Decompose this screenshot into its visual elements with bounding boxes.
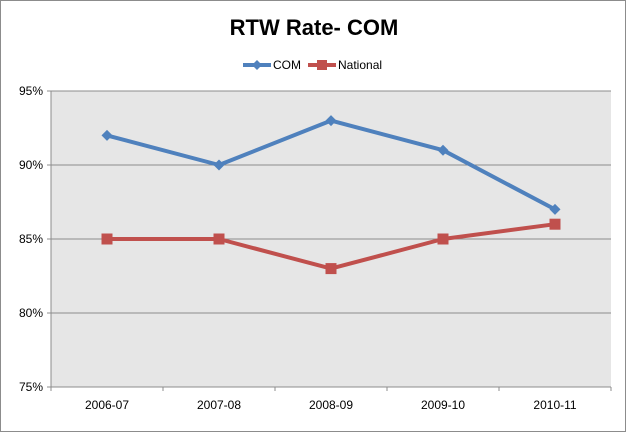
x-tick-label-1: 2007-08	[197, 398, 241, 412]
legend-label-national: National	[338, 58, 382, 72]
point-com-2	[325, 115, 337, 127]
point-com-0	[101, 129, 113, 141]
x-tick-label-3: 2009-10	[421, 398, 465, 412]
point-national-0	[101, 233, 113, 245]
x-axis-ticks: 2006-07 2007-08 2008-09 2009-10 2010-11	[50, 387, 612, 412]
chart-title: RTW Rate- COM	[230, 15, 399, 40]
x-tick-label-0: 2006-07	[85, 398, 129, 412]
series-layer	[101, 115, 561, 275]
y-tick-label-4: 95%	[19, 84, 43, 98]
y-tick-label-3: 90%	[19, 158, 43, 172]
point-national-2	[325, 263, 337, 275]
point-national-3	[437, 233, 449, 245]
y-tick-label-1: 80%	[19, 306, 43, 320]
legend-marker-national	[317, 60, 327, 70]
x-tick-label-2: 2008-09	[309, 398, 353, 412]
y-tick-label-0: 75%	[19, 380, 43, 394]
y-axis-ticks: 75% 80% 85% 90% 95%	[19, 84, 51, 394]
legend-marker-com	[252, 60, 262, 70]
legend-label-com: COM	[273, 58, 301, 72]
point-com-4	[549, 203, 561, 215]
y-tick-label-2: 85%	[19, 232, 43, 246]
point-com-1	[213, 159, 225, 171]
x-tick-label-4: 2010-11	[533, 398, 576, 412]
point-national-1	[213, 233, 225, 245]
point-national-4	[549, 218, 561, 230]
chart-legend: COM National	[243, 58, 382, 72]
point-com-3	[437, 144, 449, 156]
